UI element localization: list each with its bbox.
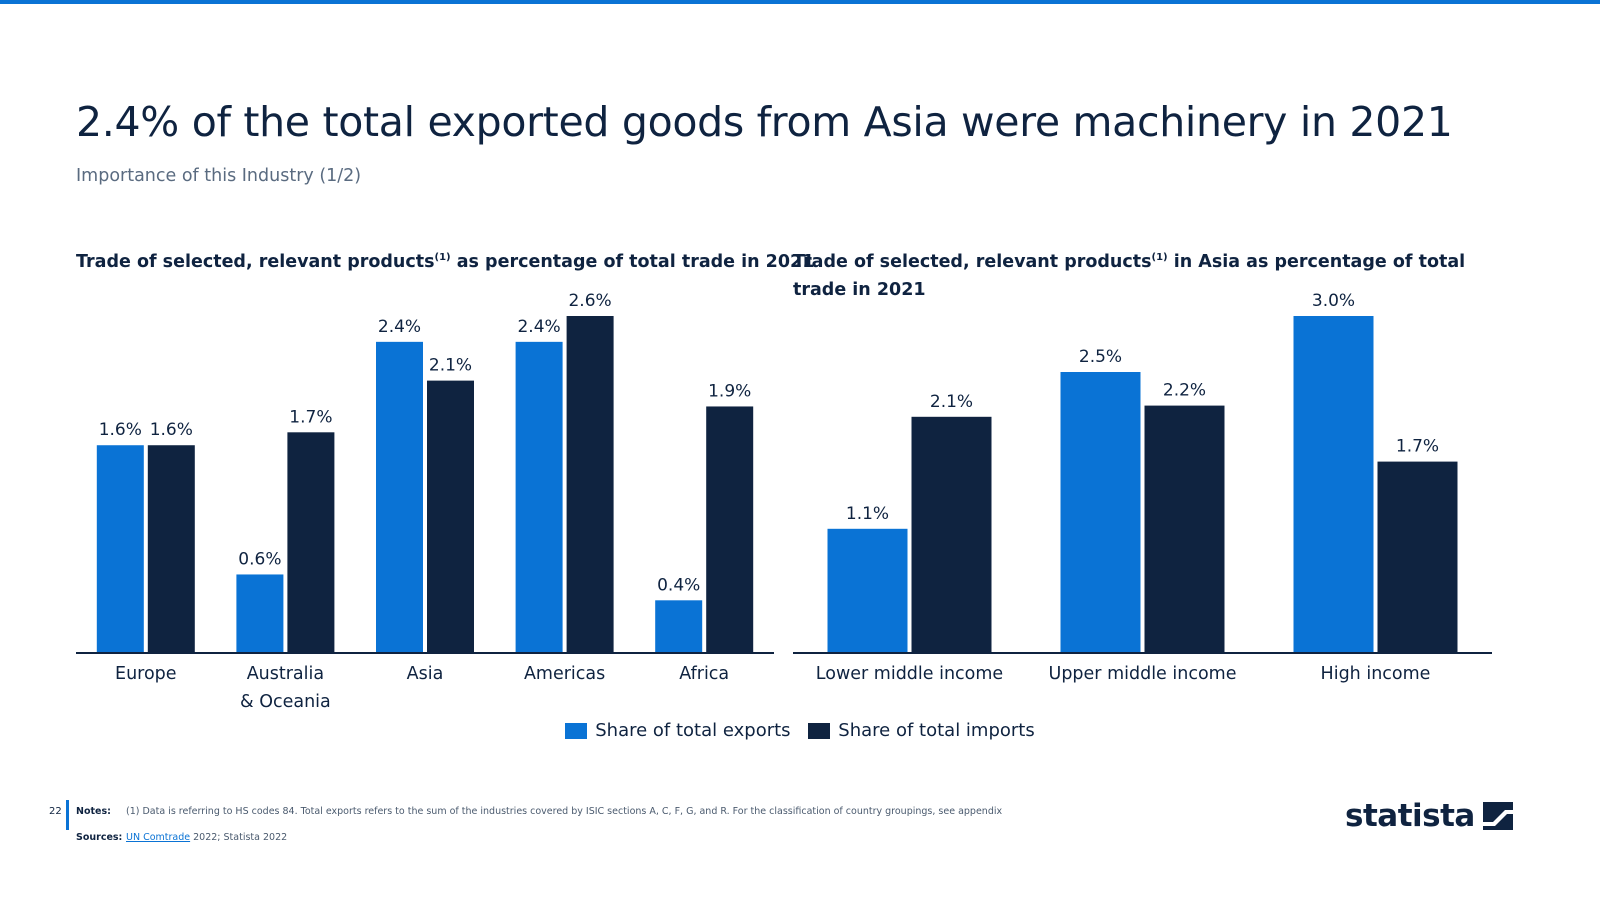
data-label: 1.9%: [708, 381, 751, 401]
data-label: 1.6%: [99, 420, 142, 440]
data-label: 2.4%: [517, 317, 560, 337]
legend-label-imports: Share of total imports: [838, 720, 1035, 741]
statista-logo-icon: [1482, 802, 1513, 830]
notes-label: Notes:: [76, 806, 111, 817]
statista-logo[interactable]: statista: [1345, 798, 1513, 834]
category-label: & Oceania: [240, 692, 331, 712]
category-label: Australia: [247, 664, 324, 684]
page-number: 22: [49, 806, 62, 817]
legend-label-exports: Share of total exports: [595, 720, 791, 741]
chart-title-right: Trade of selected, relevant products(1) …: [793, 252, 1466, 300]
legend-swatch-imports: [808, 722, 831, 739]
footer-sources: Sources: UN Comtrade 2022; Statista 2022: [76, 832, 287, 843]
page-title: 2.4% of the total exported goods from As…: [76, 98, 1453, 146]
bar-imports: [566, 316, 614, 652]
data-label: 1.7%: [1396, 437, 1439, 457]
bar-imports: [1377, 461, 1458, 652]
bar-imports: [147, 445, 195, 652]
notes-text: (1) Data is referring to HS codes 84. To…: [126, 806, 1003, 817]
bar-imports: [287, 432, 335, 652]
data-label: 2.1%: [930, 392, 973, 412]
bar-exports: [236, 574, 284, 652]
data-label: 2.6%: [568, 291, 611, 311]
footer-notes: Notes: (1) Data is referring to HS codes …: [76, 806, 1002, 817]
data-label: 2.1%: [429, 356, 472, 376]
bar-exports: [515, 341, 563, 652]
category-label: Europe: [115, 664, 177, 684]
bar-exports: [1293, 316, 1374, 652]
sources-label: Sources:: [76, 832, 123, 843]
data-label: 2.5%: [1079, 347, 1122, 367]
logo-text: statista: [1345, 798, 1475, 834]
sources-text: 2022; Statista 2022: [190, 832, 288, 843]
bar-imports: [706, 406, 754, 652]
chart-legend: Share of total exports Share of total im…: [0, 720, 1600, 744]
data-label: 0.4%: [657, 575, 700, 595]
data-label: 3.0%: [1312, 291, 1355, 311]
data-label: 1.1%: [846, 504, 889, 524]
category-label: Africa: [679, 664, 729, 684]
bar-imports: [427, 380, 474, 652]
chart-title-left: Trade of selected, relevant products(1) …: [76, 252, 815, 272]
bar-exports: [376, 341, 423, 652]
bar-imports: [911, 416, 992, 652]
footnote-marker: (1): [1151, 252, 1168, 263]
sources-link[interactable]: UN Comtrade: [126, 832, 191, 843]
bar-exports: [1060, 372, 1141, 652]
data-label: 2.2%: [1163, 381, 1206, 401]
category-label: Asia: [407, 664, 444, 684]
footer-accent-bar: [66, 800, 69, 830]
category-label: Americas: [524, 664, 605, 684]
bar-exports: [827, 528, 908, 652]
bar-exports: [96, 445, 144, 652]
data-label: 1.6%: [150, 420, 193, 440]
legend-item-imports: Share of total imports: [808, 720, 1035, 741]
data-label: 0.6%: [238, 549, 281, 569]
category-label: Lower middle income: [816, 664, 1003, 684]
top-accent-bar: [0, 0, 1600, 4]
bar-imports: [1144, 405, 1225, 652]
legend-item-exports: Share of total exports: [565, 720, 791, 741]
category-label: Upper middle income: [1049, 664, 1237, 684]
data-label: 2.4%: [378, 317, 421, 337]
footnote-marker: (1): [434, 252, 451, 263]
bar-exports: [655, 600, 703, 652]
legend-swatch-exports: [565, 722, 588, 739]
page-subtitle: Importance of this Industry (1/2): [76, 166, 362, 186]
data-label: 1.7%: [289, 407, 332, 427]
category-label: High income: [1321, 664, 1431, 684]
